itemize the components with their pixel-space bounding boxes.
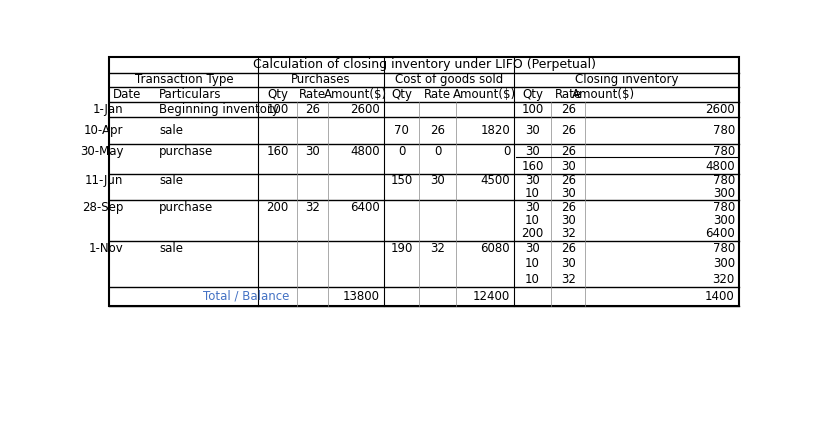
Text: 1820: 1820 xyxy=(481,124,510,138)
Text: Particulars: Particulars xyxy=(159,88,221,101)
Text: 30: 30 xyxy=(561,257,576,270)
Text: 300: 300 xyxy=(713,187,735,200)
Text: 30: 30 xyxy=(561,214,576,227)
Text: Date: Date xyxy=(112,88,141,101)
Text: 32: 32 xyxy=(430,242,445,255)
Text: Rate: Rate xyxy=(555,88,582,101)
Text: sale: sale xyxy=(159,124,183,138)
Text: 200: 200 xyxy=(267,201,289,214)
Text: Qty: Qty xyxy=(267,88,288,101)
Text: Rate: Rate xyxy=(299,88,326,101)
Text: 100: 100 xyxy=(267,103,289,116)
Text: 26: 26 xyxy=(561,145,576,158)
Text: 4800: 4800 xyxy=(350,145,380,158)
Text: 26: 26 xyxy=(305,103,320,116)
Text: 11-Jun: 11-Jun xyxy=(85,174,123,187)
Text: 160: 160 xyxy=(521,160,544,173)
Text: Beginning inventory: Beginning inventory xyxy=(159,103,279,116)
Text: 6400: 6400 xyxy=(350,201,380,214)
Text: 4500: 4500 xyxy=(481,174,510,187)
Text: sale: sale xyxy=(159,174,183,187)
Text: 26: 26 xyxy=(561,124,576,138)
Text: purchase: purchase xyxy=(159,145,213,158)
Text: 26: 26 xyxy=(561,242,576,255)
Text: 32: 32 xyxy=(561,272,576,286)
Text: 320: 320 xyxy=(713,272,735,286)
Text: 160: 160 xyxy=(267,145,289,158)
Text: 0: 0 xyxy=(434,145,441,158)
Text: 4800: 4800 xyxy=(705,160,735,173)
Text: 30: 30 xyxy=(525,201,540,214)
Text: sale: sale xyxy=(159,242,183,255)
Text: 30: 30 xyxy=(525,145,540,158)
Text: 26: 26 xyxy=(561,174,576,187)
Text: Qty: Qty xyxy=(392,88,412,101)
Text: 30: 30 xyxy=(430,174,445,187)
Text: 2600: 2600 xyxy=(705,103,735,116)
Text: 780: 780 xyxy=(713,201,735,214)
Text: 300: 300 xyxy=(713,214,735,227)
Text: 0: 0 xyxy=(398,145,406,158)
Text: 26: 26 xyxy=(561,103,576,116)
Text: 1400: 1400 xyxy=(705,290,735,303)
Text: 10: 10 xyxy=(525,187,540,200)
Text: 780: 780 xyxy=(713,124,735,138)
Bar xyxy=(110,57,738,306)
Text: 200: 200 xyxy=(521,227,544,240)
Text: Amount($): Amount($) xyxy=(572,88,634,101)
Text: Closing inventory: Closing inventory xyxy=(575,73,678,86)
Text: 30: 30 xyxy=(561,160,576,173)
Text: 2600: 2600 xyxy=(350,103,380,116)
Text: Qty: Qty xyxy=(522,88,544,101)
Text: Purchases: Purchases xyxy=(292,73,351,86)
Text: 10: 10 xyxy=(525,257,540,270)
Text: 30-May: 30-May xyxy=(80,145,123,158)
Text: Transaction Type: Transaction Type xyxy=(135,73,233,86)
Text: 30: 30 xyxy=(305,145,320,158)
Text: 32: 32 xyxy=(561,227,576,240)
Text: Amount($): Amount($) xyxy=(325,88,387,101)
Text: 12400: 12400 xyxy=(472,290,510,303)
Text: 10-Apr: 10-Apr xyxy=(84,124,123,138)
Text: 780: 780 xyxy=(713,174,735,187)
Text: Cost of goods sold: Cost of goods sold xyxy=(395,73,503,86)
Text: 1-Nov: 1-Nov xyxy=(88,242,123,255)
Text: 32: 32 xyxy=(305,201,320,214)
Text: 780: 780 xyxy=(713,145,735,158)
Text: 300: 300 xyxy=(713,257,735,270)
Text: purchase: purchase xyxy=(159,201,213,214)
Text: 30: 30 xyxy=(561,187,576,200)
Text: 30: 30 xyxy=(525,124,540,138)
Text: 10: 10 xyxy=(525,272,540,286)
Text: 26: 26 xyxy=(561,201,576,214)
Text: 30: 30 xyxy=(525,242,540,255)
Text: 780: 780 xyxy=(713,242,735,255)
Text: Total / Balance: Total / Balance xyxy=(203,290,290,303)
Text: 6400: 6400 xyxy=(705,227,735,240)
Text: 30: 30 xyxy=(525,174,540,187)
Text: 1-Jan: 1-Jan xyxy=(93,103,123,116)
Text: Amount($): Amount($) xyxy=(453,88,516,101)
Text: 10: 10 xyxy=(525,214,540,227)
Text: 150: 150 xyxy=(391,174,413,187)
Text: Calculation of closing inventory under LIFO (Perpetual): Calculation of closing inventory under L… xyxy=(253,58,596,72)
Text: 26: 26 xyxy=(430,124,445,138)
Text: 0: 0 xyxy=(503,145,510,158)
Text: 13800: 13800 xyxy=(343,290,380,303)
Text: 100: 100 xyxy=(521,103,544,116)
Text: 190: 190 xyxy=(391,242,413,255)
Text: 6080: 6080 xyxy=(481,242,510,255)
Text: Rate: Rate xyxy=(424,88,451,101)
Text: 70: 70 xyxy=(394,124,409,138)
Text: 28-Sep: 28-Sep xyxy=(82,201,123,214)
